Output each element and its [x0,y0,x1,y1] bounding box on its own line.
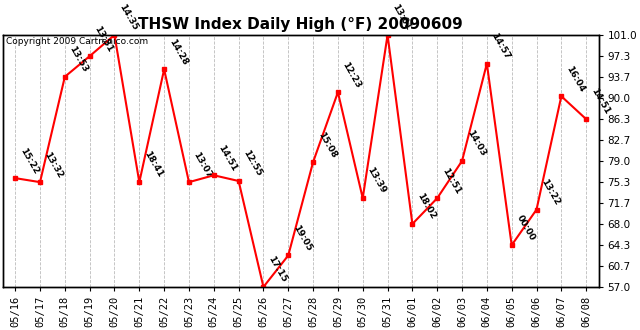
Text: Copyright 2009 Cartrenico.com: Copyright 2009 Cartrenico.com [6,38,148,47]
Text: 17:15: 17:15 [266,255,289,284]
Text: 13:01: 13:01 [390,3,412,32]
Text: 14:03: 14:03 [465,129,487,158]
Text: 14:35: 14:35 [117,3,140,32]
Text: 14:51: 14:51 [216,143,239,173]
Text: 13:32: 13:32 [43,150,65,180]
Text: 18:41: 18:41 [142,150,164,180]
Text: 18:02: 18:02 [415,192,437,221]
Text: 14:28: 14:28 [167,37,189,67]
Text: 00:00: 00:00 [515,214,536,242]
Text: 13:31: 13:31 [92,24,115,53]
Text: 13:22: 13:22 [540,178,561,207]
Text: 14:51: 14:51 [589,87,611,116]
Text: 16:04: 16:04 [564,64,586,93]
Text: 13:07: 13:07 [192,150,214,180]
Text: 19:05: 19:05 [291,223,313,253]
Text: 12:23: 12:23 [340,60,363,89]
Text: 15:22: 15:22 [18,146,40,175]
Title: THSW Index Daily High (°F) 20090609: THSW Index Daily High (°F) 20090609 [138,17,463,32]
Text: 13:53: 13:53 [68,45,90,74]
Text: 15:08: 15:08 [316,130,338,159]
Text: 13:39: 13:39 [365,166,388,195]
Text: 12:55: 12:55 [241,149,264,178]
Text: 12:51: 12:51 [440,166,462,195]
Text: 14:57: 14:57 [490,31,512,61]
